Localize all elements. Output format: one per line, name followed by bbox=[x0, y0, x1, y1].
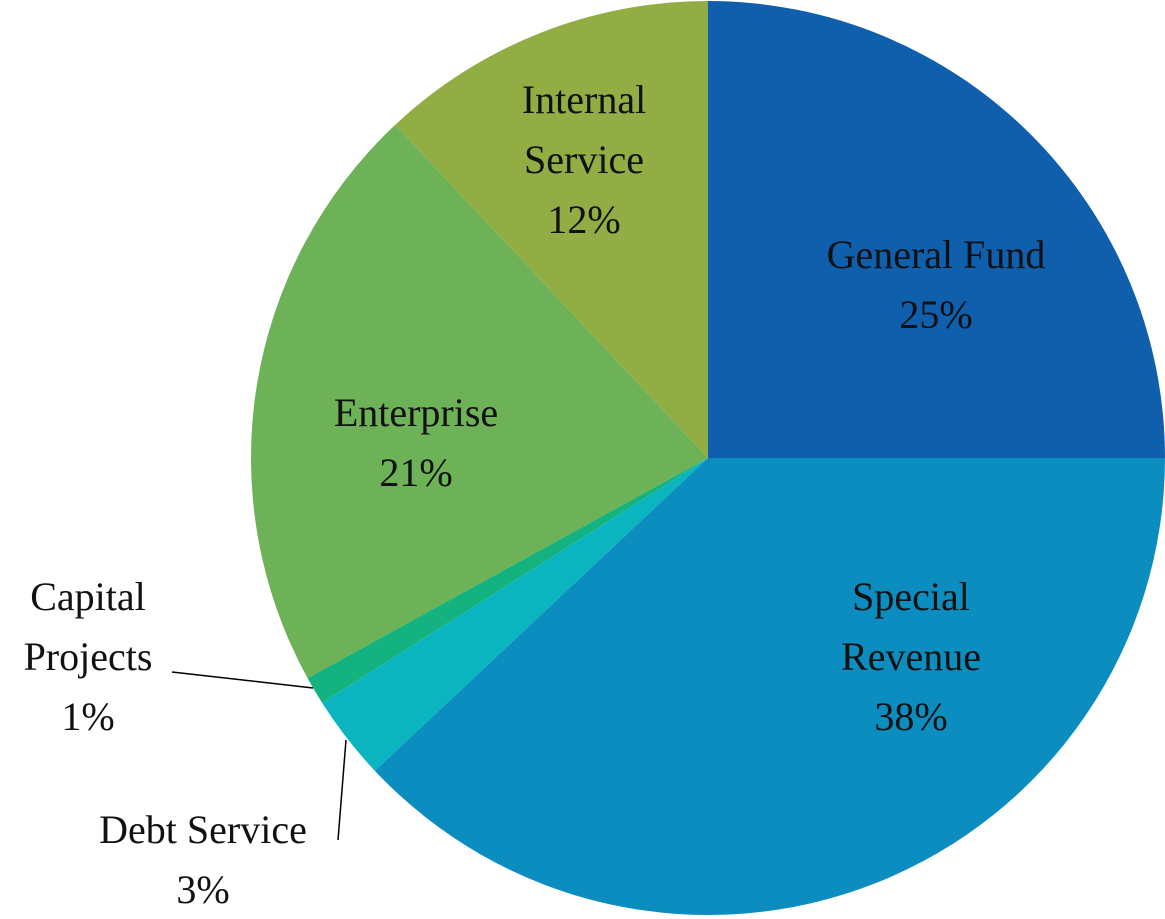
slice-label: Capital Projects 1% bbox=[1, 567, 176, 747]
value-label: 38% bbox=[874, 694, 948, 739]
category-label: Special Revenue bbox=[841, 574, 981, 679]
value-label: 21% bbox=[379, 450, 453, 495]
category-label: Debt Service bbox=[99, 807, 307, 852]
slice-label: Debt Service 3% bbox=[63, 800, 343, 919]
pie-slice bbox=[307, 458, 708, 703]
category-label: Internal Service bbox=[521, 77, 647, 182]
pie-slice bbox=[708, 1, 1165, 458]
slice-label: General Fund 25% bbox=[786, 225, 1086, 345]
category-label: General Fund bbox=[826, 232, 1046, 277]
value-label: 1% bbox=[61, 694, 115, 739]
pie-slice bbox=[322, 458, 708, 771]
pie-slice bbox=[395, 1, 708, 458]
slice-label: Special Revenue 38% bbox=[811, 567, 1011, 747]
pie-slice bbox=[251, 124, 708, 679]
pie-slice bbox=[374, 458, 1165, 915]
category-label: Capital Projects bbox=[23, 574, 153, 679]
value-label: 12% bbox=[547, 197, 621, 242]
value-label: 3% bbox=[176, 867, 230, 912]
category-label: Enterprise bbox=[333, 390, 499, 435]
value-label: 25% bbox=[899, 292, 973, 337]
leader-line bbox=[337, 739, 347, 841]
slice-label: Enterprise 21% bbox=[296, 383, 536, 503]
slice-label: Internal Service 12% bbox=[489, 70, 679, 250]
leader-line bbox=[171, 671, 314, 689]
